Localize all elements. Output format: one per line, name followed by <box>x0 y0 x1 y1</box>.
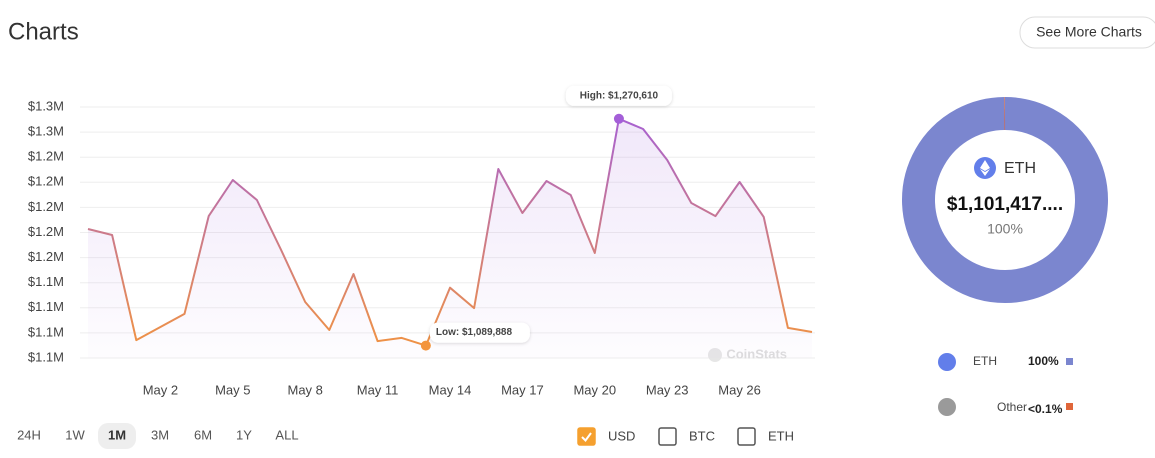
x-tick-label: May 2 <box>143 382 178 397</box>
x-tick-label: May 14 <box>429 382 472 397</box>
range-button[interactable]: 1W <box>65 427 85 442</box>
center-percent: 100% <box>987 221 1023 237</box>
currency-checkbox[interactable] <box>578 428 595 445</box>
page-title: Charts <box>8 18 79 45</box>
high-marker <box>614 114 624 124</box>
y-tick-label: $1.2M <box>28 149 64 164</box>
x-tick-label: May 5 <box>215 382 250 397</box>
currency-label[interactable]: BTC <box>689 428 715 443</box>
y-tick-label: $1.1M <box>28 324 64 339</box>
low-label: Low: $1,089,888 <box>436 327 513 338</box>
x-tick-label: May 20 <box>573 382 616 397</box>
center-value: $1,101,417.... <box>947 194 1063 215</box>
y-tick-label: $1.2M <box>28 224 64 239</box>
y-tick-label: $1.1M <box>28 299 64 314</box>
x-tick-label: May 17 <box>501 382 544 397</box>
legend-name: ETH <box>973 354 997 368</box>
range-button[interactable]: 24H <box>17 427 41 442</box>
range-button[interactable]: 3M <box>151 427 169 442</box>
x-tick-label: May 11 <box>357 382 399 397</box>
currency-label[interactable]: ETH <box>768 428 794 443</box>
legend-icon <box>938 398 956 416</box>
y-tick-label: $1.2M <box>28 174 64 189</box>
y-tick-label: $1.3M <box>28 98 64 113</box>
legend-swatch <box>1066 403 1073 410</box>
legend-name: Other <box>997 400 1027 414</box>
currency-label[interactable]: USD <box>608 428 635 443</box>
legend-icon <box>938 353 956 371</box>
y-tick-label: $1.1M <box>28 349 64 364</box>
currency-checkbox[interactable] <box>659 428 676 445</box>
range-button[interactable]: 1M <box>108 427 126 442</box>
x-tick-label: May 26 <box>718 382 761 397</box>
legend-percent: 100% <box>1028 354 1059 368</box>
see-more-label[interactable]: See More Charts <box>1036 24 1142 40</box>
range-button[interactable]: 6M <box>194 427 212 442</box>
range-button[interactable]: 1Y <box>236 427 252 442</box>
y-tick-label: $1.2M <box>28 199 64 214</box>
legend-percent: <0.1% <box>1028 402 1063 416</box>
range-button[interactable]: ALL <box>275 427 298 442</box>
center-asset: ETH <box>1004 160 1036 177</box>
x-tick-label: May 8 <box>287 382 322 397</box>
x-tick-label: May 23 <box>646 382 689 397</box>
price-area <box>88 119 812 358</box>
y-tick-label: $1.1M <box>28 274 64 289</box>
legend-swatch <box>1066 358 1073 365</box>
y-tick-label: $1.3M <box>28 124 64 139</box>
low-marker <box>421 341 431 351</box>
high-label: High: $1,270,610 <box>580 90 659 101</box>
y-tick-label: $1.2M <box>28 249 64 264</box>
currency-checkbox[interactable] <box>738 428 755 445</box>
